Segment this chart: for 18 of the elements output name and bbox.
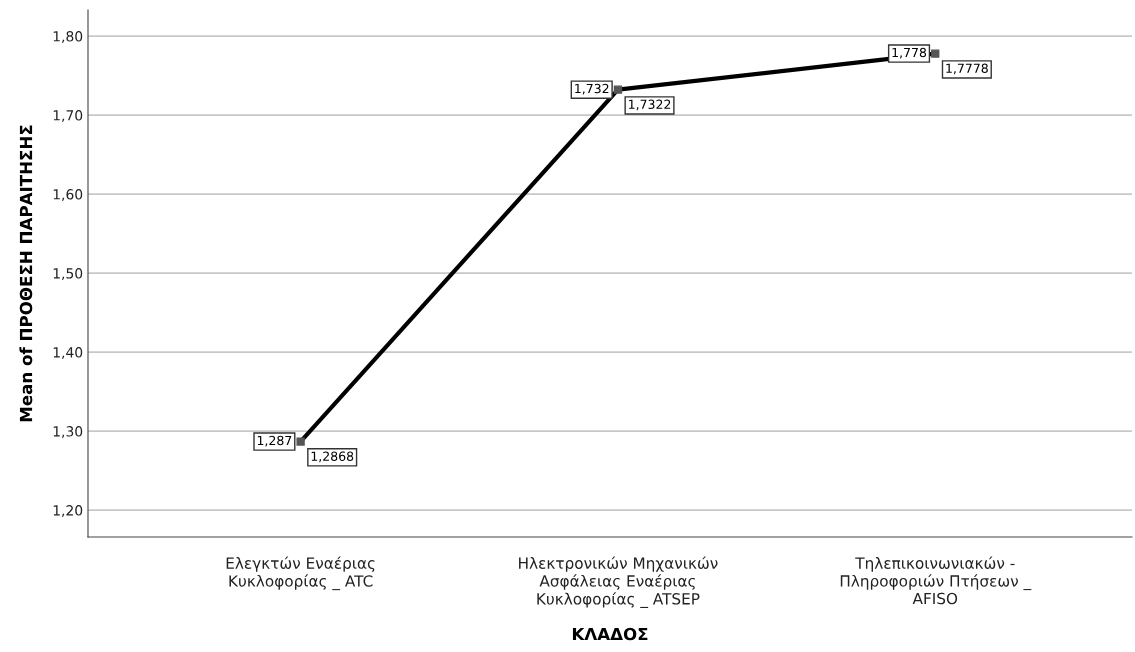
data-label: 1,7778: [946, 63, 988, 75]
x-tick-label: Τηλεπικοινωνιακών - Πληροφοριών Πτήσεων _ AFISO: [840, 556, 1032, 605]
y-axis-title: Mean of ΠΡΟΘΕΣΗ ΠΑΡΑΙΤΗΣΗΣ: [19, 125, 33, 422]
y-tick-label: 1,70: [53, 110, 83, 122]
annotation: 1,732: [575, 83, 609, 95]
y-tick-label: 1,60: [53, 189, 83, 201]
annotation: 1,778: [892, 47, 927, 59]
x-tick-label: Ελεγκτών Εναέριας Κυκλοφορίας _ ATC: [226, 556, 375, 591]
annotation: 1,287: [257, 435, 292, 447]
y-tick-label: 1,80: [53, 31, 83, 43]
y-tick-label: 1,50: [53, 268, 83, 280]
x-axis-title: ΚΛΑΔΟΣ: [572, 627, 648, 641]
y-tick-label: 1,20: [53, 505, 83, 518]
y-tick-label: 1,40: [53, 347, 83, 360]
data-label: 1,2868: [311, 451, 354, 463]
data-label: 1,7322: [629, 99, 671, 111]
y-tick-label: 1,30: [53, 426, 83, 439]
x-tick-label: Ηλεκτρονικών Μηχανικών Ασφάλειας Εναέριας Κυκλοφορίας _ ATSEP: [519, 556, 718, 608]
